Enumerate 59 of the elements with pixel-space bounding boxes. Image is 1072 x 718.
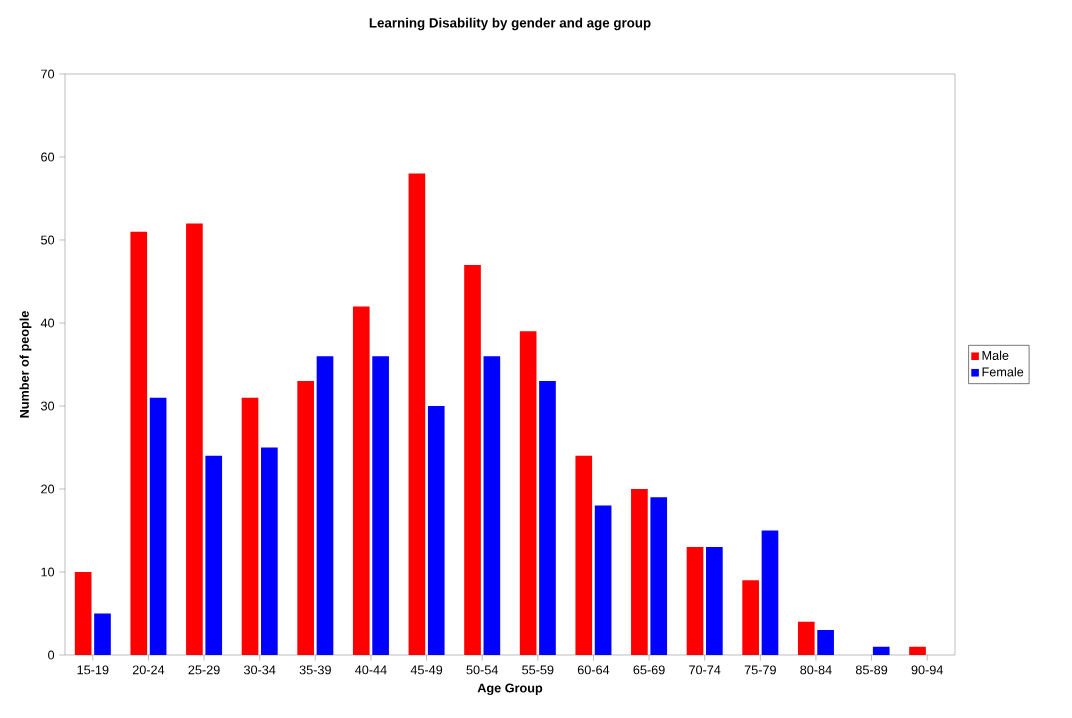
y-tick-label: 10 xyxy=(41,567,55,577)
bar xyxy=(631,488,648,655)
bar xyxy=(519,331,537,655)
bar xyxy=(408,173,426,655)
y-tick-label: 70 xyxy=(41,69,55,79)
x-tick-label: 30-34 xyxy=(243,665,276,675)
bar xyxy=(261,447,278,655)
bar xyxy=(761,530,779,655)
y-tick-label: 20 xyxy=(41,484,55,494)
bar xyxy=(539,381,556,655)
x-tick-label: 75-79 xyxy=(744,665,776,675)
x-tick-label: 20-24 xyxy=(132,665,165,675)
legend-label: Male xyxy=(982,350,1009,360)
bar xyxy=(205,455,223,655)
x-tick-label: 90-94 xyxy=(911,665,943,675)
y-tick-label: 50 xyxy=(41,235,55,245)
chart-title: Learning Disability by gender and age group xyxy=(369,17,651,31)
x-tick-label: 80-84 xyxy=(800,665,832,675)
x-tick-label: 85-89 xyxy=(855,665,888,675)
x-tick-label: 65-69 xyxy=(633,665,665,675)
bar xyxy=(74,571,92,655)
bar xyxy=(594,505,612,655)
bar xyxy=(817,630,834,655)
bar xyxy=(464,264,481,655)
y-tick-label: 60 xyxy=(41,152,55,162)
x-tick-label: 40-44 xyxy=(355,665,387,675)
x-tick-label: 25-29 xyxy=(188,665,220,675)
bar xyxy=(316,356,334,655)
bar xyxy=(742,580,759,655)
x-tick-label: 35-39 xyxy=(299,665,331,675)
bar xyxy=(872,646,890,655)
bar xyxy=(297,381,314,655)
bar xyxy=(427,405,445,655)
legend-label: Female xyxy=(982,367,1024,377)
bar xyxy=(186,223,203,655)
x-tick-label: 15-19 xyxy=(77,665,109,675)
bar xyxy=(130,231,148,655)
bar xyxy=(706,547,723,655)
bar xyxy=(483,356,501,655)
bar xyxy=(94,613,111,655)
x-tick-label: 45-49 xyxy=(410,665,443,675)
x-tick-label: 70-74 xyxy=(689,665,721,675)
bar xyxy=(909,646,926,655)
bar xyxy=(372,356,389,655)
y-tick-label: 0 xyxy=(48,650,55,660)
bar xyxy=(241,397,259,655)
x-tick-label: 60-64 xyxy=(577,665,610,675)
y-tick-label: 40 xyxy=(40,318,55,328)
x-tick-label: 55-59 xyxy=(522,665,554,675)
y-axis-title: Number of people xyxy=(19,311,32,418)
bar xyxy=(797,621,815,655)
x-axis-title: Age Group xyxy=(477,683,543,696)
bar xyxy=(575,455,593,655)
bar xyxy=(650,497,668,655)
bar xyxy=(352,306,370,655)
y-tick-label: 30 xyxy=(41,401,55,411)
bar xyxy=(149,397,167,655)
bar xyxy=(686,547,704,655)
x-tick-label: 50-54 xyxy=(466,665,499,675)
